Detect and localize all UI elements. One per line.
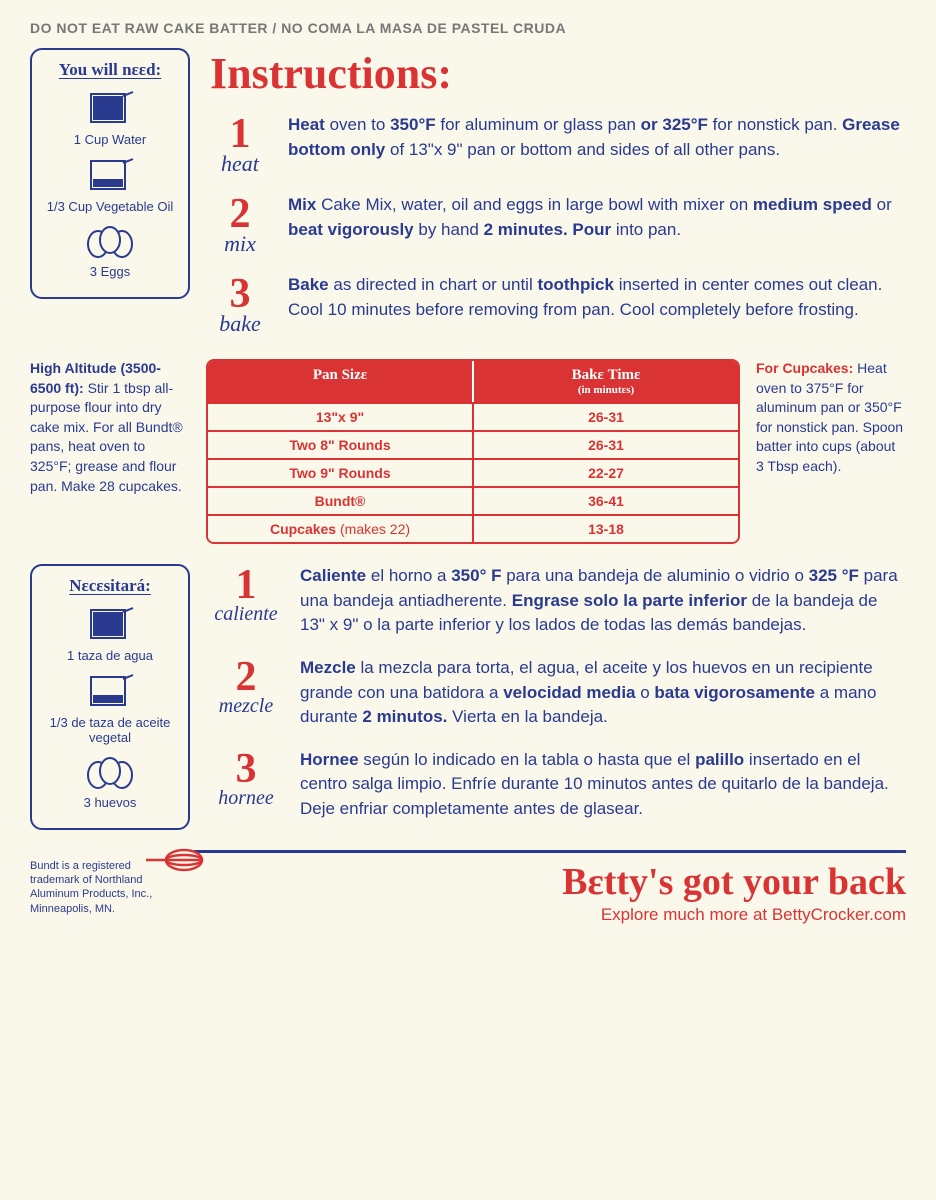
table-cell: 26-31 <box>474 404 738 430</box>
step-text: Mix Cake Mix, water, oil and eggs in lar… <box>288 193 906 255</box>
step-number: 2 <box>210 656 282 698</box>
cup-third-icon <box>85 671 135 711</box>
table-cell: Two 9" Rounds <box>208 460 474 486</box>
step-number: 3 <box>210 273 270 315</box>
need-item: 3 Eggs <box>40 222 180 279</box>
whisk-icon <box>144 835 204 885</box>
need-box-en: You will nεεd: 1 Cup Water 1/3 Cup Veget… <box>30 48 190 299</box>
step-word: caliente <box>210 604 282 624</box>
instruction-step: 1 caliente Caliente el horno a 350° F pa… <box>210 564 906 638</box>
altitude-note: High Altitude (3500-6500 ft): Stir 1 tbs… <box>30 359 190 544</box>
step-word: heat <box>210 153 270 175</box>
cupcake-note: For Cupcakes: Heat oven to 375°F for alu… <box>756 359 906 544</box>
footer: Bεtty's got your back Explore much more … <box>194 850 906 925</box>
instruction-step: 2 mezcle Mezcle la mezcla para torta, el… <box>210 656 906 730</box>
need-title-es: Nεcεsitará: <box>40 576 180 596</box>
cup-full-icon <box>85 604 135 644</box>
table-cell: 36-41 <box>474 488 738 514</box>
instruction-step: 3 bake Bake as directed in chart or unti… <box>210 273 906 335</box>
step-text: Heat oven to 350°F for aluminum or glass… <box>288 113 906 175</box>
instruction-step: 2 mix Mix Cake Mix, water, oil and eggs … <box>210 193 906 255</box>
step-number: 3 <box>210 748 282 790</box>
table-cell: Bundt® <box>208 488 474 514</box>
footer-sub: Explore much more at BettyCrocker.com <box>194 905 906 925</box>
table-header: Pan Sizε <box>208 361 474 402</box>
instruction-step: 1 heat Heat oven to 350°F for aluminum o… <box>210 113 906 175</box>
step-word: mix <box>210 233 270 255</box>
warning-text: DO NOT EAT RAW CAKE BATTER / NO COMA LA … <box>30 20 906 36</box>
need-item: 1/3 Cup Vegetable Oil <box>40 155 180 214</box>
footer-slogan: Bεtty's got your back <box>194 863 906 901</box>
table-header: Bakε Timε(in minutεs) <box>474 361 738 402</box>
need-item: 1/3 de taza de aceite vegetal <box>40 671 180 745</box>
eggs-icon <box>82 753 138 791</box>
table-cell: Two 8" Rounds <box>208 432 474 458</box>
cup-full-icon <box>85 88 135 128</box>
need-box-es: Nεcεsitará: 1 taza de agua 1/3 de taza d… <box>30 564 190 830</box>
step-text: Hornee según lo indicado en la tabla o h… <box>300 748 906 822</box>
step-number: 2 <box>210 193 270 235</box>
table-cell: 22-27 <box>474 460 738 486</box>
eggs-icon <box>82 222 138 260</box>
step-text: Caliente el horno a 350° F para una band… <box>300 564 906 638</box>
need-item: 1 Cup Water <box>40 88 180 147</box>
instructions-title: Instructions: <box>210 48 906 99</box>
step-word: hornee <box>210 788 282 808</box>
table-cell: Cupcakes (makes 22) <box>208 516 474 542</box>
step-word: mezcle <box>210 696 282 716</box>
step-text: Bake as directed in chart or until tooth… <box>288 273 906 335</box>
need-title-en: You will nεεd: <box>40 60 180 80</box>
table-row: Bundt® 36-41 <box>208 486 738 514</box>
table-cell: 26-31 <box>474 432 738 458</box>
table-row: 13"x 9" 26-31 <box>208 402 738 430</box>
table-cell: 13"x 9" <box>208 404 474 430</box>
step-word: bake <box>210 313 270 335</box>
step-number: 1 <box>210 113 270 155</box>
cup-third-icon <box>85 155 135 195</box>
bake-time-table: Pan Sizε Bakε Timε(in minutεs) 13"x 9" 2… <box>206 359 740 544</box>
need-item: 1 taza de agua <box>40 604 180 663</box>
step-text: Mezcle la mezcla para torta, el agua, el… <box>300 656 906 730</box>
step-number: 1 <box>210 564 282 606</box>
instruction-step: 3 hornee Hornee según lo indicado en la … <box>210 748 906 822</box>
table-cell: 13-18 <box>474 516 738 542</box>
table-row: Two 8" Rounds 26-31 <box>208 430 738 458</box>
table-row: Cupcakes (makes 22) 13-18 <box>208 514 738 542</box>
table-row: Two 9" Rounds 22-27 <box>208 458 738 486</box>
need-item: 3 huevos <box>40 753 180 810</box>
